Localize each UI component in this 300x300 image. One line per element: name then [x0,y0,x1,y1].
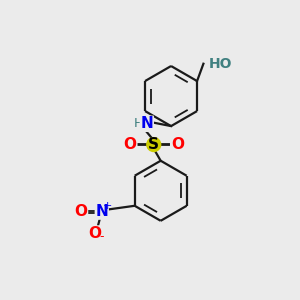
Text: +: + [103,201,112,211]
Text: H: H [133,117,143,130]
Circle shape [147,138,161,152]
Text: O: O [74,204,88,219]
Text: O: O [172,137,184,152]
Text: S: S [148,137,159,152]
Text: HO: HO [209,57,233,71]
Text: O: O [123,137,136,152]
Text: N: N [140,116,153,131]
Text: -: - [99,230,103,244]
Text: O: O [88,226,101,241]
Text: N: N [95,204,108,219]
